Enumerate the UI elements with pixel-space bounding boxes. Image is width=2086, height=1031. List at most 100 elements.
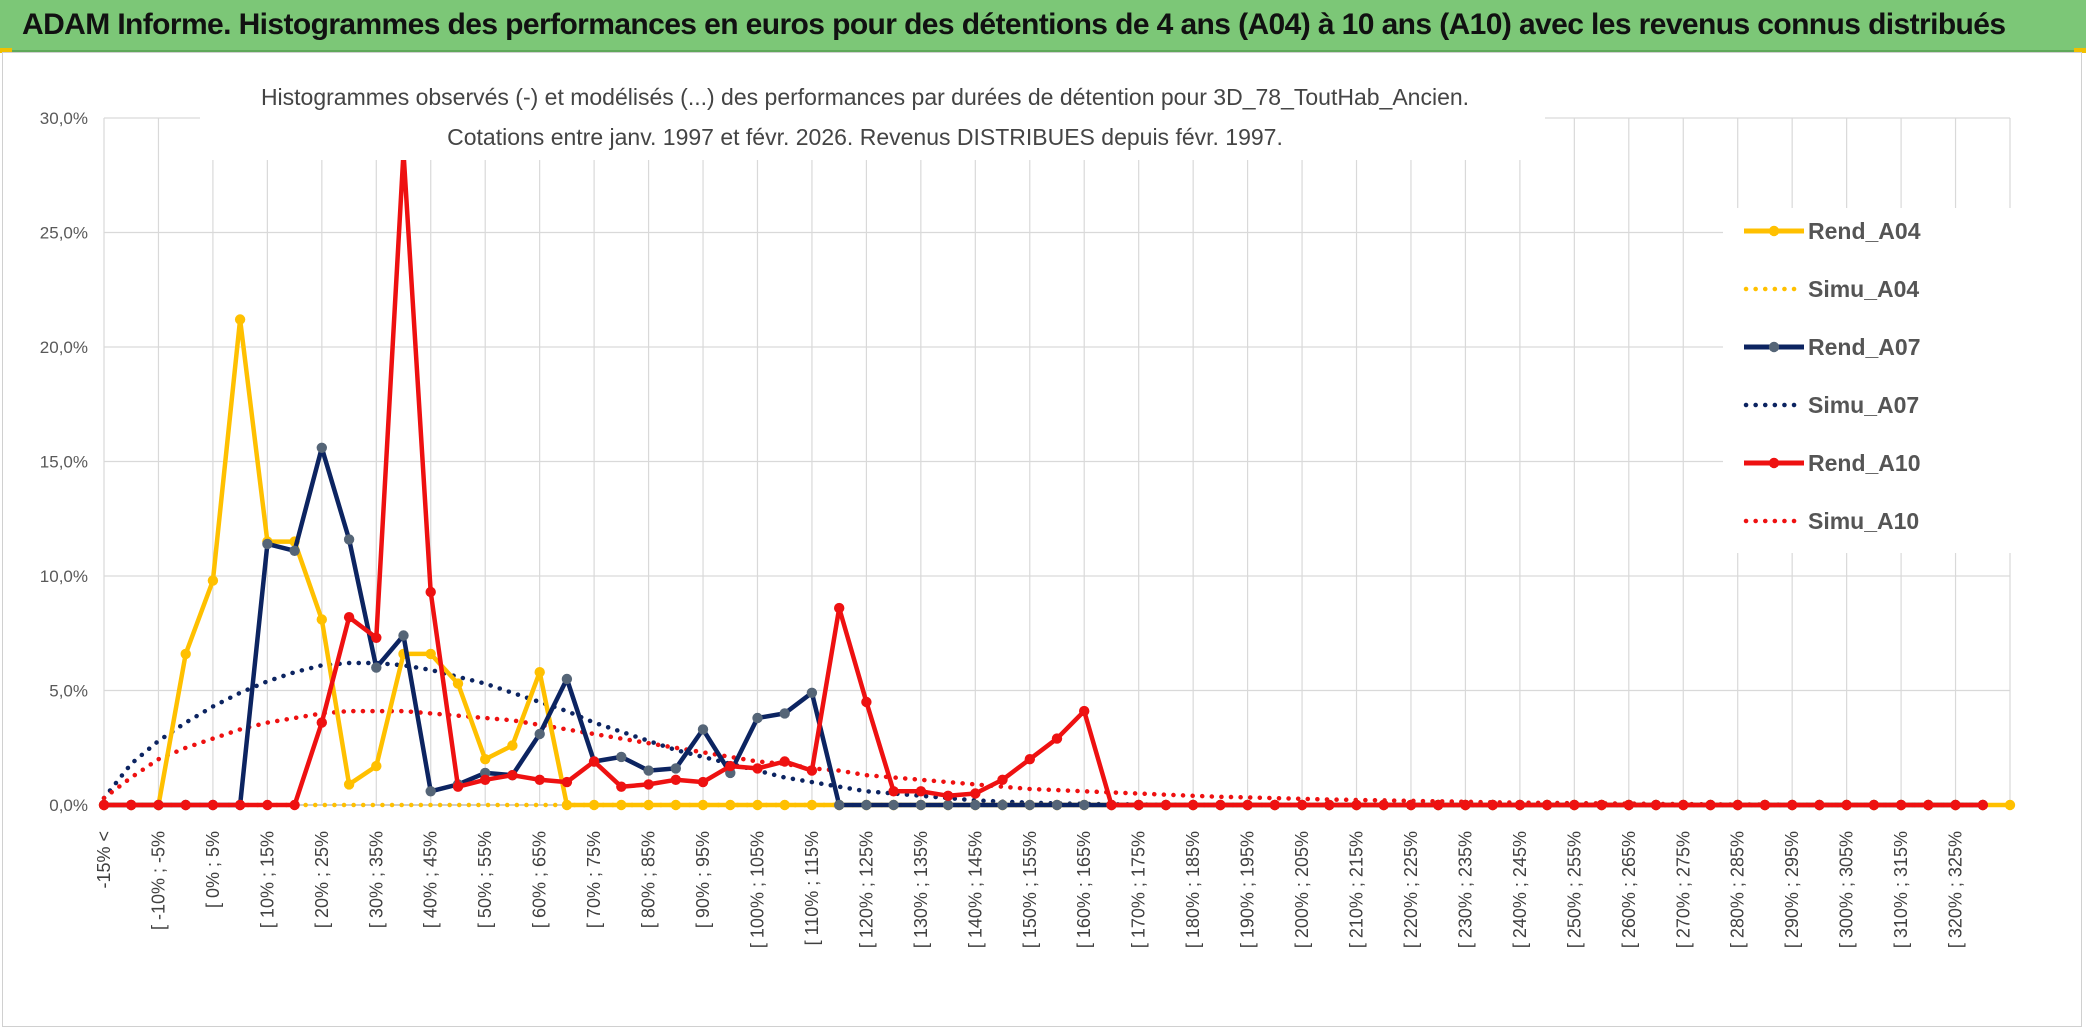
data-point-Rend_A04	[779, 799, 790, 811]
data-point-Rend_A07	[534, 728, 545, 740]
data-point-Rend_A10	[1351, 799, 1362, 811]
chart-subtitle: Cotations entre janv. 1997 et févr. 2026…	[447, 124, 1283, 150]
legend-marker	[1768, 225, 1780, 237]
data-point-Rend_A07	[561, 673, 573, 685]
data-point-Rend_A10	[1759, 799, 1771, 811]
legend-item-Simu_A07: Simu_A07	[1743, 392, 1919, 418]
data-point-Rend_A04	[234, 314, 246, 325]
data-point-Rend_A10	[1242, 799, 1253, 811]
legend-item-Rend_A04: Rend_A04	[1744, 218, 1921, 244]
data-point-Rend_A04	[425, 648, 436, 660]
x-tick-label: [ 300% ; 305%	[1837, 831, 1857, 948]
data-point-Rend_A04	[670, 799, 681, 811]
data-point-Rend_A10	[425, 586, 436, 598]
data-point-Rend_A10	[1487, 799, 1498, 811]
data-point-Rend_A10	[1787, 799, 1798, 811]
data-point-Rend_A07	[888, 799, 899, 811]
data-point-Rend_A10	[452, 781, 464, 792]
data-point-Rend_A07	[806, 687, 818, 698]
data-point-Rend_A10	[806, 765, 818, 776]
x-tick-label: [ 40% ; 45%	[421, 831, 441, 928]
x-tick-label: [ 290% ; 295%	[1782, 831, 1802, 948]
data-point-Rend_A07	[670, 763, 681, 774]
data-point-Rend_A10	[1433, 799, 1444, 811]
x-tick-label: [ 10% ; 15%	[257, 831, 277, 928]
data-point-Rend_A04	[588, 799, 600, 811]
data-point-Rend_A07	[343, 534, 355, 545]
x-tick-label: [ 230% ; 235%	[1455, 831, 1475, 948]
data-point-Rend_A04	[534, 667, 545, 678]
data-point-Rend_A07	[942, 799, 954, 811]
legend-box	[1723, 208, 2013, 553]
x-tick-label: -15% <	[94, 831, 114, 889]
data-point-Rend_A04	[507, 740, 518, 751]
data-point-Rend_A04	[725, 799, 736, 811]
data-point-Rend_A10	[725, 760, 736, 772]
x-tick-label: [ 120% ; 125%	[856, 831, 876, 948]
x-tick-label: [ 150% ; 155%	[1020, 831, 1040, 948]
data-point-Rend_A04	[616, 799, 627, 811]
x-tick-label: [ 250% ; 255%	[1564, 831, 1584, 948]
data-point-Rend_A10	[561, 776, 573, 788]
series-line-Simu_A07	[101, 660, 1986, 808]
data-point-Rend_A10	[262, 799, 273, 811]
x-tick-label: [ 270% ; 275%	[1673, 831, 1693, 948]
data-point-Rend_A10	[779, 756, 790, 767]
plot-border	[2, 52, 2082, 1027]
legend-label: Rend_A04	[1808, 218, 1921, 244]
y-axis-ticks: 0,0% 5,0% 10,0% 15,0% 20,0% 25,0% 30,0%	[40, 109, 88, 815]
data-point-Rend_A10	[1079, 705, 1090, 717]
data-point-Rend_A07	[643, 765, 654, 776]
legend: Rend_A04 Simu_A04 Rend_A07 Simu_A07 Rend_A10…	[1723, 208, 2013, 553]
data-point-Rend_A07	[834, 799, 845, 811]
data-point-Rend_A10	[915, 786, 927, 797]
x-tick-label: [ 130% ; 135%	[911, 831, 931, 948]
corner-accent-left	[0, 48, 12, 53]
data-point-Rend_A10	[1732, 799, 1743, 811]
data-point-Rend_A10	[1378, 799, 1389, 811]
x-tick-label: [ 280% ; 285%	[1728, 831, 1748, 948]
y-tick-label: 0,0%	[49, 796, 88, 815]
data-point-Rend_A10	[1650, 799, 1662, 811]
data-point-Rend_A07	[398, 630, 409, 641]
data-point-Rend_A10	[1514, 799, 1526, 811]
data-point-Rend_A07	[861, 799, 872, 811]
y-tick-label: 10,0%	[40, 567, 88, 586]
data-point-Rend_A07	[1051, 799, 1063, 811]
x-tick-label: [ 220% ; 225%	[1401, 831, 1421, 948]
x-tick-label: [ 110% ; 115%	[802, 831, 822, 945]
legend-label: Rend_A07	[1808, 334, 1920, 360]
data-point-Rend_A10	[1923, 799, 1934, 811]
y-tick-label: 20,0%	[40, 338, 88, 357]
x-tick-label: [ 90% ; 95%	[693, 831, 713, 928]
data-point-Rend_A10	[1324, 799, 1335, 811]
data-point-Rend_A07	[1079, 799, 1090, 811]
legend-item-Rend_A07: Rend_A07	[1744, 334, 1920, 360]
x-tick-label: [ 160% ; 165%	[1074, 831, 1094, 948]
data-point-Rend_A10	[616, 781, 627, 792]
data-point-Rend_A04	[180, 648, 191, 660]
legend-label: Simu_A04	[1808, 276, 1919, 302]
x-tick-label: [ 240% ; 245%	[1510, 831, 1530, 948]
data-point-Rend_A10	[507, 770, 518, 781]
data-point-Rend_A10	[98, 799, 110, 811]
data-point-Rend_A10	[670, 774, 681, 785]
data-point-Rend_A10	[942, 790, 954, 801]
data-point-Rend_A10	[1133, 799, 1144, 811]
report-banner: ADAM Informe. Histogrammes des performan…	[0, 0, 2086, 52]
data-point-Rend_A04	[371, 760, 382, 772]
data-point-Rend_A10	[1950, 799, 1961, 811]
data-point-Rend_A10	[588, 756, 600, 767]
x-tick-label: [ 200% ; 205%	[1292, 831, 1312, 948]
x-tick-label: [ -10% ; -5%	[148, 831, 168, 930]
x-tick-label: [ 80% ; 85%	[639, 831, 659, 928]
data-point-Rend_A07	[616, 751, 627, 763]
data-point-Rend_A04	[806, 799, 818, 811]
data-point-Rend_A10	[1405, 799, 1417, 811]
data-point-Rend_A04	[752, 799, 763, 811]
data-point-Rend_A10	[1215, 799, 1226, 811]
data-point-Rend_A10	[343, 612, 355, 623]
chart-title: Histogrammes observés (-) et modélisés (…	[261, 84, 1469, 110]
data-point-Rend_A10	[153, 799, 164, 811]
data-point-Rend_A07	[1024, 799, 1036, 811]
